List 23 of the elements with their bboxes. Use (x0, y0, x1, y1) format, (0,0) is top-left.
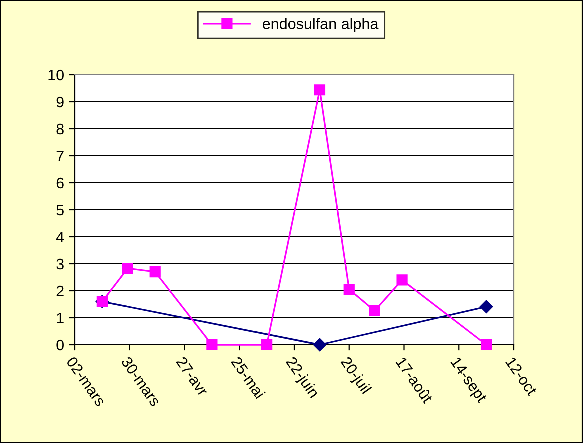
y-tick-label: 6 (56, 178, 64, 189)
y-tick-label: 0 (56, 340, 64, 351)
point (262, 339, 273, 351)
point (150, 266, 161, 278)
point (481, 339, 492, 351)
y-tick-label: 9 (56, 96, 64, 108)
point (344, 284, 355, 296)
point (480, 300, 494, 314)
y-tick-label: 3 (56, 258, 64, 270)
point (206, 339, 218, 351)
point (313, 338, 327, 352)
y-tick-label: 4 (56, 232, 64, 243)
y-tick-label: 7 (56, 151, 64, 162)
legend-label: endosulfan alpha (262, 18, 379, 32)
y-tick-label: 8 (56, 124, 64, 135)
point (369, 305, 380, 317)
point (122, 263, 134, 274)
y-tick-label: 10 (48, 70, 64, 81)
point (314, 84, 326, 96)
y-tick-label: 2 (56, 286, 64, 297)
point (396, 274, 408, 286)
y-tick-label: 1 (57, 313, 64, 324)
y-tick-label: 5 (56, 205, 64, 216)
